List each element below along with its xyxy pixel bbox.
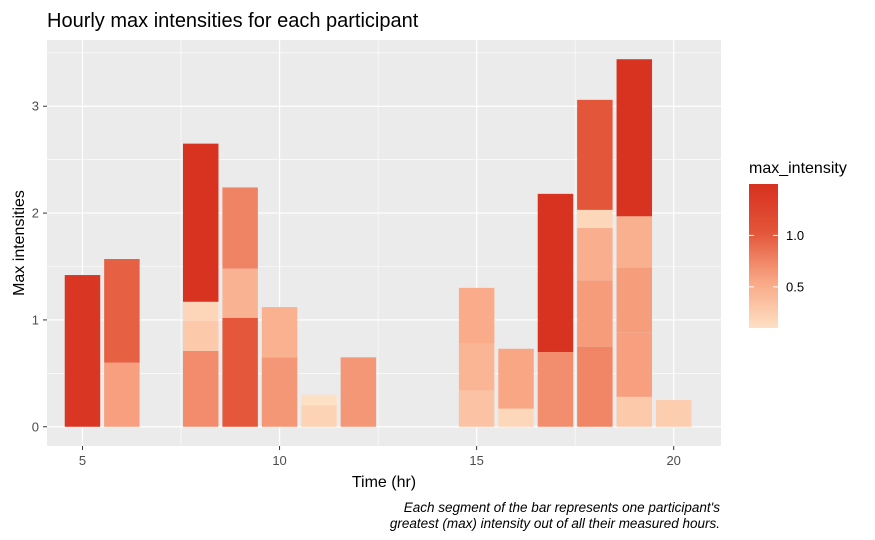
bar-hour-10 (261, 307, 298, 427)
bar-hour-20 (655, 400, 692, 427)
bar-segment (616, 59, 653, 217)
bar-segment (182, 350, 219, 427)
bar-hour-15 (458, 287, 495, 427)
y-tick-label: 1 (32, 312, 39, 327)
x-tick-label: 10 (272, 453, 286, 468)
legend-colorbar (749, 184, 778, 328)
y-tick-label: 3 (32, 99, 39, 114)
y-axis-title: Max intensities (11, 190, 28, 296)
bar-segment (577, 99, 613, 210)
bar-segment (182, 301, 219, 321)
bar-segment (577, 209, 613, 229)
bar-segment (577, 346, 613, 427)
bar-segment (577, 280, 613, 347)
legend-tick-label: 1.0 (786, 228, 804, 243)
y-tick-label: 2 (32, 206, 39, 221)
bar-hour-16 (498, 348, 534, 427)
y-tick-label: 0 (32, 419, 39, 434)
bar-segment (261, 357, 298, 427)
bar-hour-6 (104, 259, 140, 427)
bar-segment (301, 394, 337, 406)
legend-ticks: 1.0 0.5 (749, 228, 804, 294)
bar-hour-17 (537, 193, 574, 427)
bar-segment (64, 275, 101, 427)
bar-segment (182, 320, 219, 351)
bar-segment (577, 228, 613, 281)
bar-segment (104, 362, 140, 427)
x-tick-label: 5 (79, 453, 86, 468)
chart-title: Hourly max intensities for each particip… (47, 10, 419, 32)
bar-segment (458, 287, 495, 344)
bar-segment (458, 343, 495, 391)
bar-segment (104, 259, 140, 363)
bar-segment (616, 396, 653, 427)
caption-line-1: Each segment of the bar represents one p… (404, 500, 721, 515)
bar-segment (616, 216, 653, 268)
bar-segment (616, 267, 653, 333)
bar-segment (655, 400, 692, 427)
bar-segment (182, 143, 219, 302)
bar-segment (261, 307, 298, 358)
bar-segment (301, 405, 337, 427)
x-tick-label: 20 (666, 453, 680, 468)
bar-hour-18 (577, 99, 613, 427)
legend: max_intensity 1.0 0.5 (749, 160, 847, 328)
bar-hour-5 (64, 275, 101, 427)
bar-segment (498, 348, 534, 409)
x-axis-ticks: 5 10 15 20 (79, 446, 681, 468)
legend-tick-label: 0.5 (786, 279, 804, 294)
bar-hour-11 (301, 394, 337, 427)
bar-segment (222, 268, 258, 318)
bar-segment (537, 351, 574, 427)
legend-title: max_intensity (749, 160, 847, 177)
bars (64, 59, 692, 427)
bar-hour-9 (222, 187, 258, 427)
bar-segment (340, 357, 377, 427)
bar-hour-8 (182, 143, 219, 427)
bar-segment (222, 317, 258, 427)
bar-segment (537, 193, 574, 352)
x-tick-label: 15 (469, 453, 483, 468)
bar-segment (222, 187, 258, 269)
bar-segment (458, 390, 495, 427)
caption-line-2: greatest (max) intensity out of all thei… (390, 516, 720, 531)
bar-hour-12 (340, 357, 377, 427)
bar-hour-19 (616, 59, 653, 427)
bar-segment (498, 408, 534, 427)
bar-segment (616, 332, 653, 397)
y-axis-ticks: 0 1 2 3 (32, 99, 47, 434)
x-axis-title: Time (hr) (352, 474, 416, 491)
